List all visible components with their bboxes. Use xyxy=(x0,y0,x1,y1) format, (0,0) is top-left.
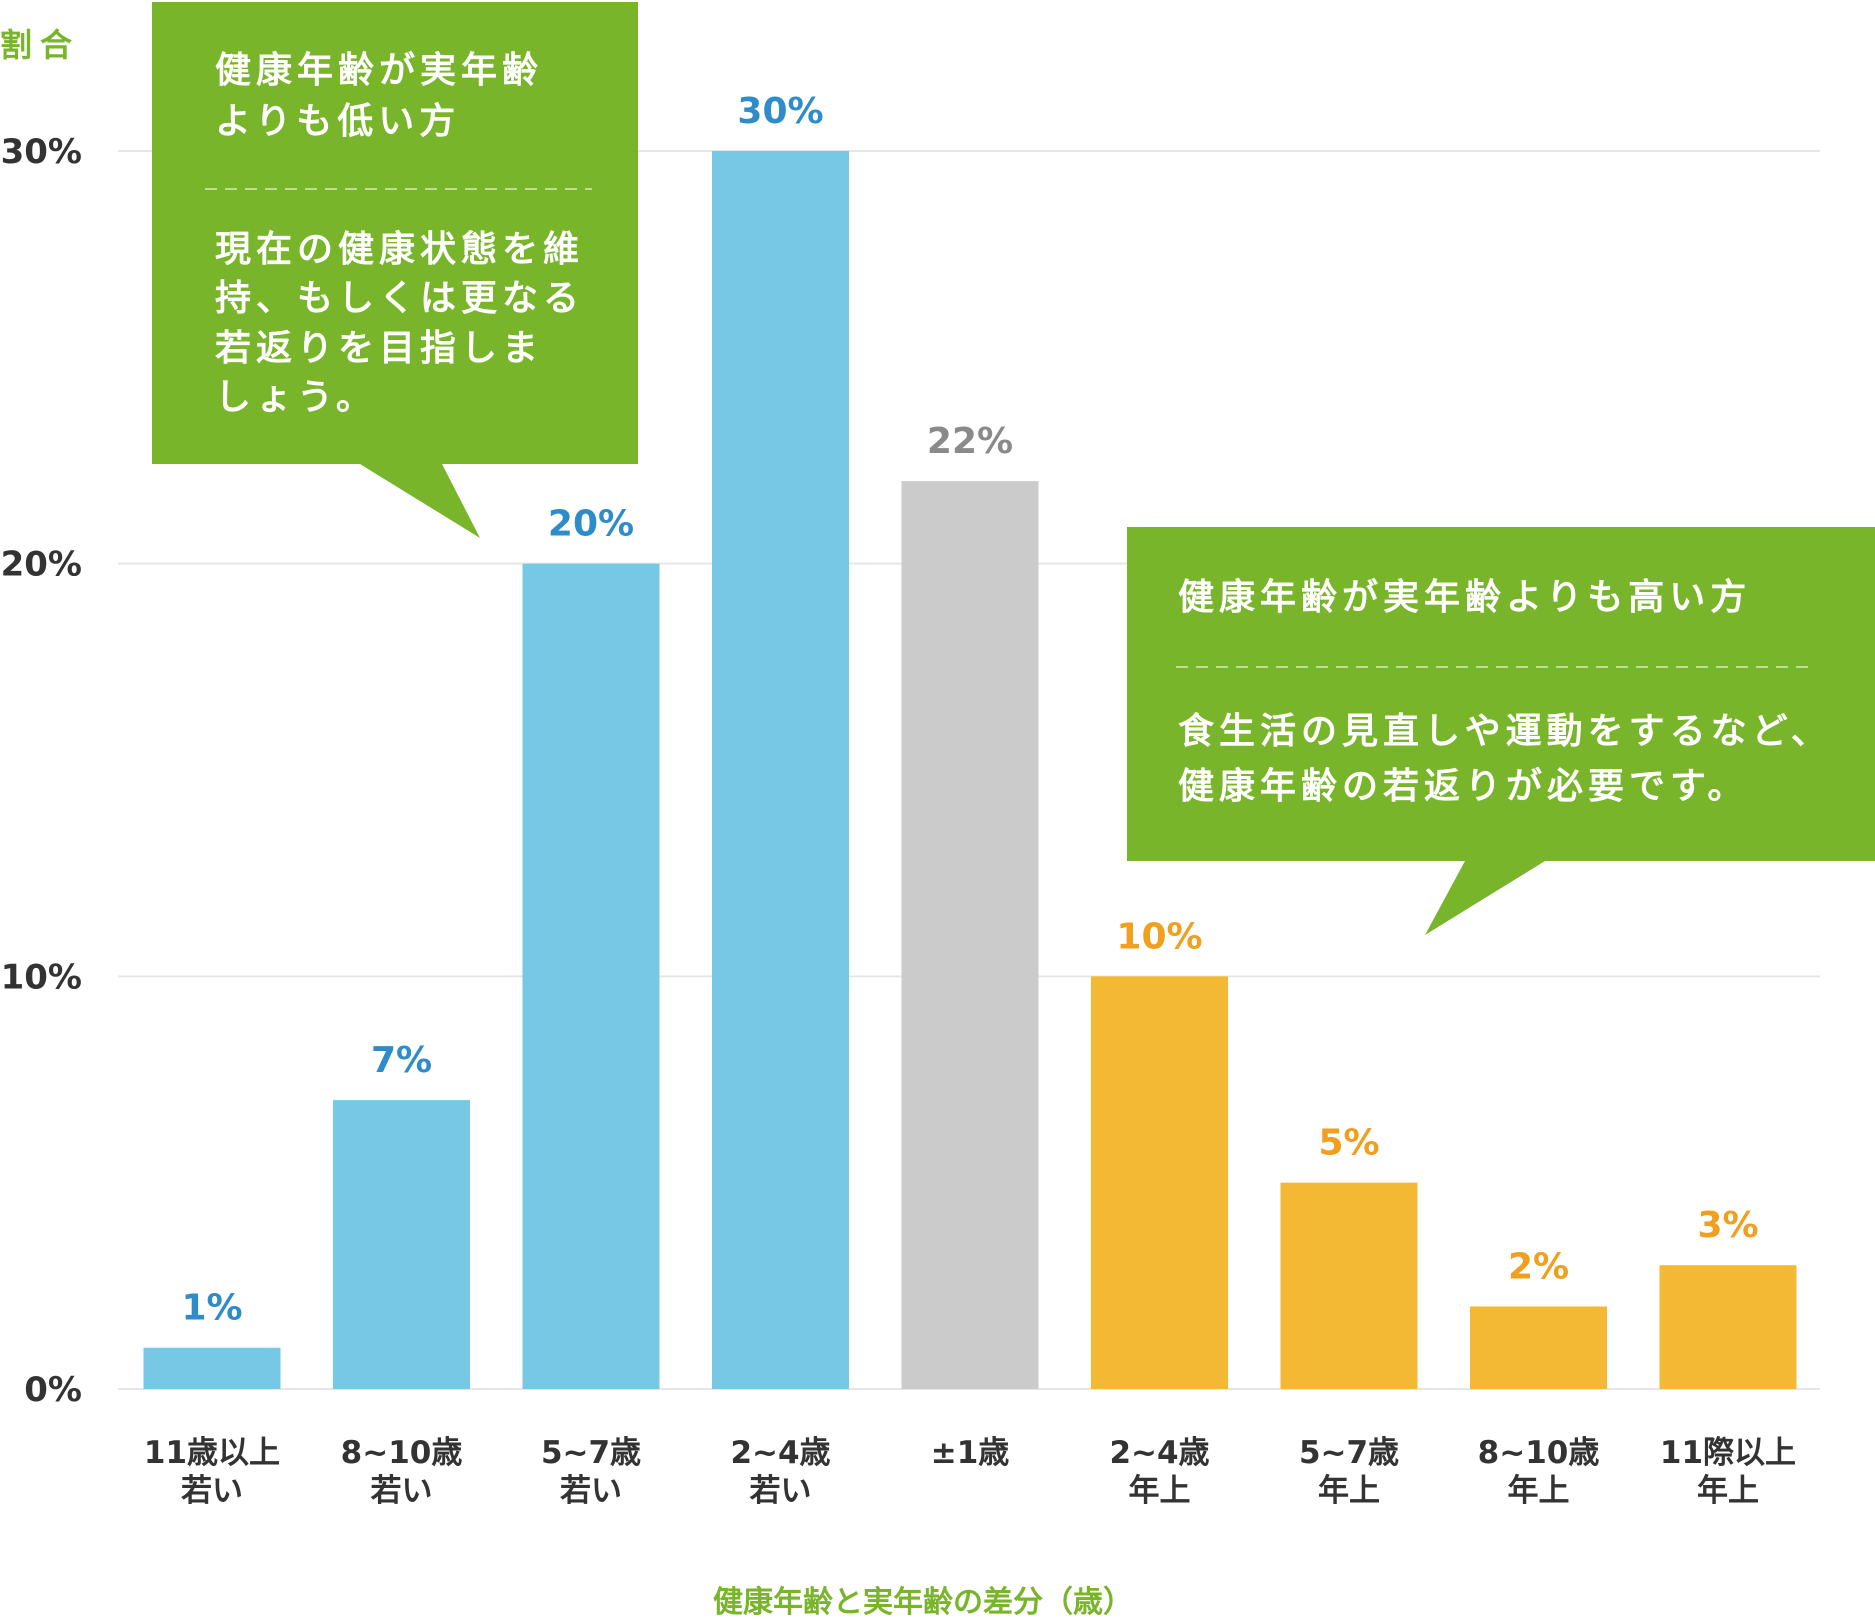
category-label: 11際以上 xyxy=(1660,1435,1796,1471)
callout-older-box xyxy=(1127,527,1875,935)
value-label: 3% xyxy=(1697,1205,1758,1246)
bars xyxy=(143,151,1797,1390)
y-axis-label: 割合 xyxy=(0,26,80,64)
category-label: 若い xyxy=(750,1473,812,1509)
value-label: 30% xyxy=(737,91,823,132)
bar xyxy=(712,151,849,1389)
value-label: 20% xyxy=(548,504,634,545)
bar xyxy=(1091,976,1228,1389)
x-axis-label: 健康年齢と実年齢の差分（歳） xyxy=(713,1585,1133,1619)
callout-older-body-1: 食生活の見直しや運動をするなど、 xyxy=(1178,711,1832,752)
value-label: 1% xyxy=(181,1288,242,1329)
category-label: 5~7歳 xyxy=(1299,1435,1399,1471)
value-label: 2% xyxy=(1508,1246,1569,1287)
bar xyxy=(1280,1182,1418,1389)
category-label: 11歳以上 xyxy=(144,1435,280,1471)
callout-younger-body-4: しょう。 xyxy=(215,377,377,418)
bar xyxy=(522,563,660,1389)
category-label: 8~10歳 xyxy=(341,1435,463,1471)
bar xyxy=(143,1347,281,1389)
bar xyxy=(1659,1265,1797,1389)
callout-younger-body-1: 現在の健康状態を維 xyxy=(215,228,584,270)
y-tick-label: 20% xyxy=(1,545,82,585)
y-tick-label: 10% xyxy=(1,957,82,997)
value-labels: 1% 7% 20% 30% 22% 10% 5% 2% 3% xyxy=(181,91,1758,1329)
callout-younger-body-3: 若返りを目指しま xyxy=(215,328,543,369)
category-label: 若い xyxy=(371,1473,433,1509)
bar xyxy=(1470,1306,1607,1389)
category-label: 年上 xyxy=(1129,1473,1191,1509)
callout-younger-title-1: 健康年齢が実年齢 xyxy=(215,49,543,91)
value-label: 10% xyxy=(1116,916,1202,957)
category-label: 5~7歳 xyxy=(541,1435,641,1471)
bar xyxy=(901,481,1039,1390)
bar xyxy=(333,1100,470,1389)
y-tick-label: 30% xyxy=(1,132,82,172)
category-label: ±1歳 xyxy=(931,1435,1010,1471)
callout-younger-box xyxy=(152,2,638,538)
callout-older: 健康年齢が実年齢よりも高い方 食生活の見直しや運動をするなど、 健康年齢の若返り… xyxy=(1127,527,1875,935)
category-label: 8~10歳 xyxy=(1478,1435,1600,1471)
callout-younger-body-2: 持、もしくは更なる xyxy=(215,278,584,319)
y-axis-ticks: 0% 10% 20% 30% xyxy=(1,132,82,1410)
callout-older-title-1: 健康年齢が実年齢よりも高い方 xyxy=(1178,576,1751,618)
category-label: 若い xyxy=(181,1473,243,1509)
category-label: 2~4歳 xyxy=(1109,1435,1209,1471)
category-label: 年上 xyxy=(1508,1473,1570,1509)
callout-younger-title-2: よりも低い方 xyxy=(215,101,460,142)
category-label: 2~4歳 xyxy=(730,1435,830,1471)
value-label: 22% xyxy=(927,421,1013,462)
y-tick-label: 0% xyxy=(24,1370,82,1410)
callout-older-body-2: 健康年齢の若返りが必要です。 xyxy=(1178,765,1748,807)
value-label: 7% xyxy=(371,1040,432,1081)
value-label: 5% xyxy=(1318,1123,1379,1164)
callout-younger: 健康年齢が実年齢 よりも低い方 現在の健康状態を維 持、もしくは更なる 若返りを… xyxy=(152,2,638,538)
category-label: 年上 xyxy=(1697,1473,1759,1509)
category-label: 年上 xyxy=(1318,1473,1380,1509)
category-label: 若い xyxy=(560,1473,622,1509)
